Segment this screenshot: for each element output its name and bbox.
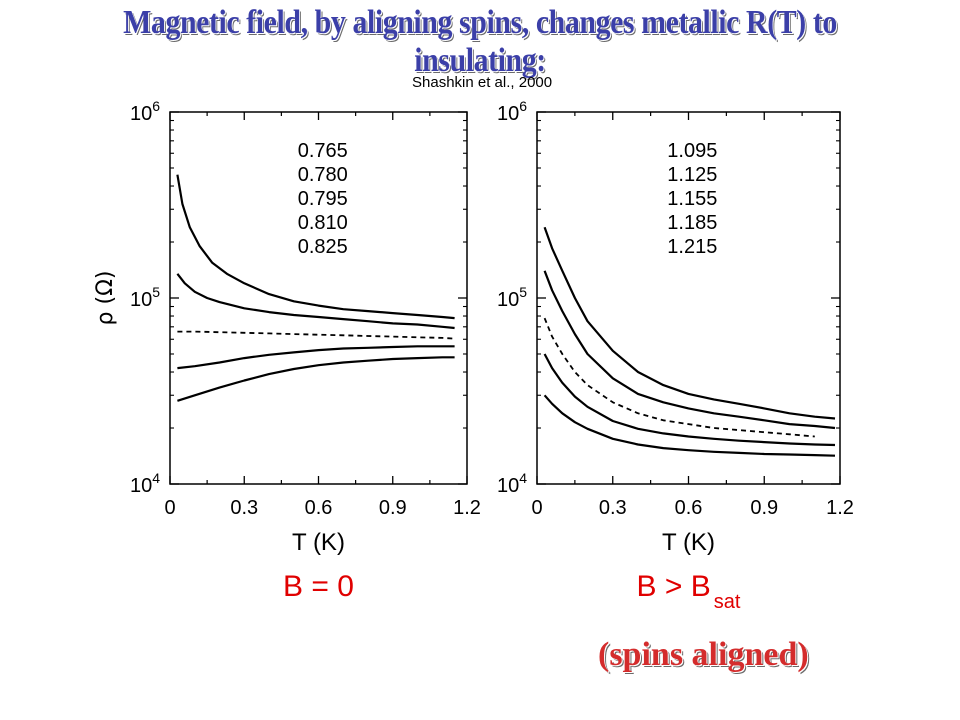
panel-2-y-tick-label: 106 — [497, 98, 527, 125]
panel-1-x-axis-label: T (K) — [292, 529, 345, 556]
panel-1-x-tick-label: 0 — [164, 497, 175, 519]
panel-1-series-line-0-795 — [177, 330, 455, 340]
panel-2-x-tick-label: 0.6 — [675, 497, 703, 519]
panel-2-series-line-1-155 — [543, 317, 815, 438]
panel-2-legend-entry: 1.125 — [667, 164, 717, 186]
panel-1-legend-entry: 0.765 — [298, 140, 348, 162]
panel-2-series-line-1-125 — [543, 270, 836, 430]
headline: Magnetic field, by aligning spins, chang… — [123, 4, 837, 79]
panel-1-y-tick-label: 104 — [130, 470, 160, 497]
panel-1-legend-entry: 0.825 — [298, 236, 348, 258]
panel-1-legend-entry: 0.810 — [298, 212, 348, 234]
panel-2-x-tick-label: 0.9 — [750, 497, 778, 519]
panel-1-legend-entry: 0.795 — [298, 188, 348, 210]
spins-aligned-note: (spins aligned) — [598, 636, 809, 673]
panel-1-legend-entry: 0.780 — [298, 164, 348, 186]
panel-2-legend-entry: 1.185 — [667, 212, 717, 234]
panel-1-field-label: B = 0 — [283, 570, 354, 603]
panel-1-series-line-0-810 — [177, 345, 455, 370]
panel-1-y-tick-label: 105 — [130, 284, 160, 311]
panel-2-y-tick-label: 105 — [497, 284, 527, 311]
panel-2-x-tick-label: 0 — [531, 497, 542, 519]
panel-2-x-axis-label: T (K) — [662, 529, 715, 556]
panel-1-x-tick-label: 0.9 — [379, 497, 407, 519]
panel-1-y-axis-label: ρ (Ω) — [93, 271, 118, 326]
panel-2-legend-entry: 1.155 — [667, 188, 717, 210]
panel-2-x-tick-label: 0.3 — [599, 497, 627, 519]
panel-1-x-tick-label: 0.6 — [305, 497, 333, 519]
panel-2-series-line-1-185 — [543, 353, 836, 447]
panel-1-x-tick-label: 0.3 — [230, 497, 258, 519]
panel-2-y-tick-label: 104 — [497, 470, 527, 497]
panel-2-x-tick-label: 1.2 — [826, 497, 854, 519]
panel-2-series-line-1-215 — [543, 394, 836, 457]
panel-1-series-line-0-765 — [176, 174, 455, 320]
panel-2-legend-entry: 1.215 — [667, 236, 717, 258]
panel-1-series-line-0-780 — [176, 273, 455, 330]
panel-1-series-line-0-825 — [177, 356, 455, 402]
panel-2-series-line-1-095 — [543, 226, 836, 420]
citation: Shashkin et al., 2000 — [412, 74, 553, 91]
panel-1-y-tick-label: 106 — [130, 98, 160, 125]
panel-2-legend-entry: 1.095 — [667, 140, 717, 162]
panel-1-x-tick-label: 1.2 — [453, 497, 481, 519]
